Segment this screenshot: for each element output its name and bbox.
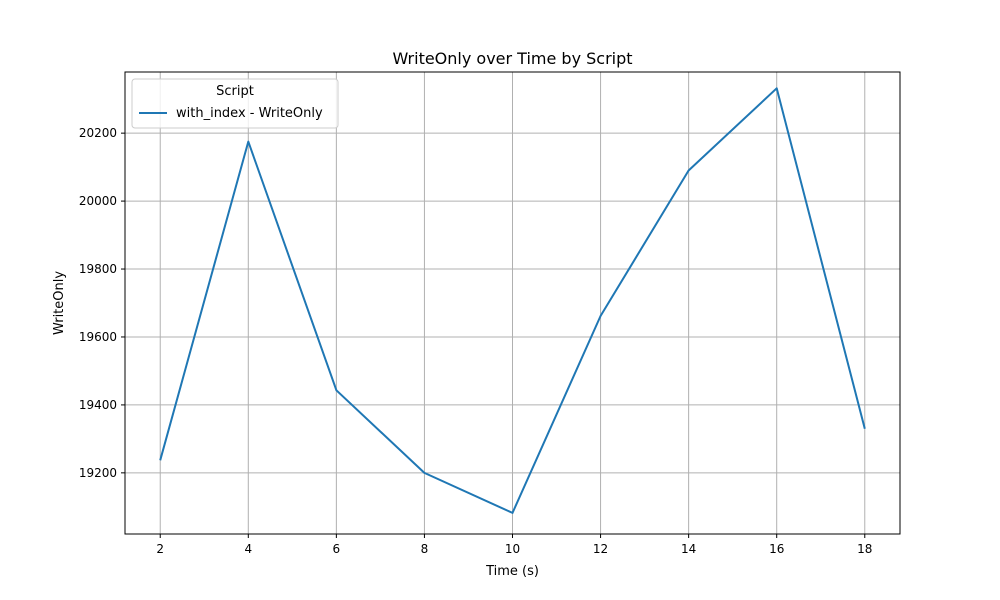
x-tick-label: 10: [505, 542, 520, 556]
legend-box: [131, 78, 339, 129]
legend: Script with_index - WriteOnly: [131, 78, 339, 129]
x-tick-label: 18: [857, 542, 872, 556]
x-tick-label: 4: [244, 542, 252, 556]
y-tick-label: 20000: [79, 194, 117, 208]
x-tick-label: 2: [156, 542, 164, 556]
series-line-with-index: [159, 87, 866, 514]
y-tick-label: 19600: [79, 330, 117, 344]
x-axis-label: Time (s): [485, 564, 539, 579]
y-axis-label: WriteOnly: [52, 271, 67, 335]
y-tick-label: 19800: [79, 262, 117, 276]
legend-title: Script: [216, 84, 254, 99]
y-tick-label: 19400: [79, 398, 117, 412]
x-tick-label: 6: [333, 542, 341, 556]
axis-ticks: 2 4 6 8 10 12 14 16 18 19200 19400 19600 19800 20000 2…: [79, 126, 873, 556]
x-tick-label: 12: [593, 542, 608, 556]
y-tick-label: 19200: [79, 466, 117, 480]
series-lines: [159, 87, 866, 514]
grid-lines: [125, 72, 900, 534]
y-tick-label: 20200: [79, 126, 117, 140]
legend-entry-label: with_index - WriteOnly: [176, 106, 323, 121]
x-tick-label: 16: [769, 542, 784, 556]
x-tick-label: 14: [681, 542, 696, 556]
x-tick-label: 8: [421, 542, 429, 556]
chart-title: WriteOnly over Time by Script: [392, 49, 632, 68]
